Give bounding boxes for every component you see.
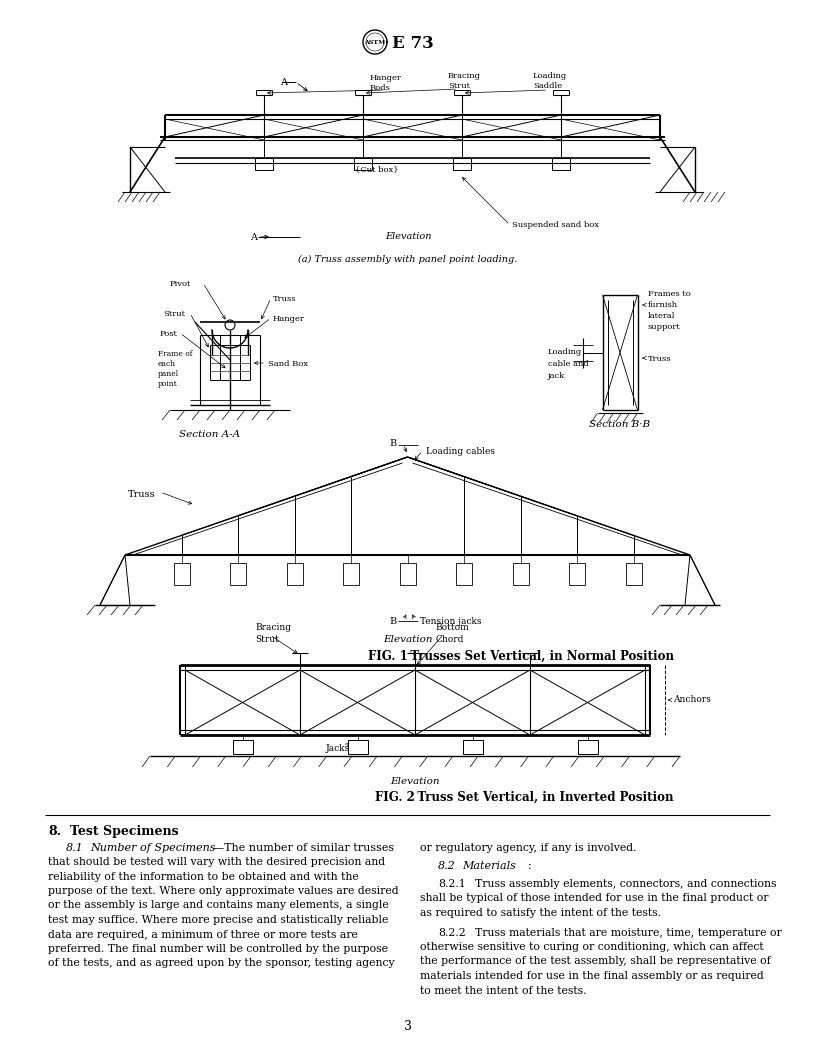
Text: Chord: Chord xyxy=(435,635,463,644)
Text: Strut: Strut xyxy=(448,82,470,90)
Text: 3: 3 xyxy=(404,1020,412,1033)
Text: test may suffice. Where more precise and statistically reliable: test may suffice. Where more precise and… xyxy=(48,914,388,925)
Text: Strut: Strut xyxy=(255,635,279,644)
Bar xyxy=(626,563,641,585)
Bar xyxy=(230,563,246,585)
Text: to meet the intent of the tests.: to meet the intent of the tests. xyxy=(420,985,587,996)
Text: (a) Truss assembly with panel point loading.: (a) Truss assembly with panel point load… xyxy=(299,254,517,264)
Bar xyxy=(286,563,303,585)
Text: point: point xyxy=(158,380,178,388)
Text: Truss: Truss xyxy=(648,355,671,363)
Bar xyxy=(578,740,597,754)
Text: lateral: lateral xyxy=(648,312,675,320)
Text: otherwise sensitive to curing or conditioning, which can affect: otherwise sensitive to curing or conditi… xyxy=(420,942,764,953)
Text: that should be tested will vary with the desired precision and: that should be tested will vary with the… xyxy=(48,857,385,867)
Text: reliability of the information to be obtained and with the: reliability of the information to be obt… xyxy=(48,871,359,882)
Text: furnish: furnish xyxy=(648,301,677,309)
Text: jack: jack xyxy=(548,372,565,379)
Text: Rods: Rods xyxy=(370,84,391,92)
Text: Truss: Truss xyxy=(273,295,296,303)
Text: Pivot: Pivot xyxy=(170,280,192,288)
Text: or regulatory agency, if any is involved.: or regulatory agency, if any is involved… xyxy=(420,843,636,853)
Text: A: A xyxy=(250,233,257,242)
Text: Loading: Loading xyxy=(548,347,582,356)
Bar xyxy=(552,158,570,170)
Text: Elevation: Elevation xyxy=(385,232,431,241)
Text: FIG. 2: FIG. 2 xyxy=(375,791,415,804)
Text: FIG. 1: FIG. 1 xyxy=(367,650,407,663)
Text: cable and: cable and xyxy=(548,359,588,367)
Text: Truss materials that are moisture, time, temperature or: Truss materials that are moisture, time,… xyxy=(475,928,782,938)
Bar xyxy=(174,563,189,585)
Text: Loading: Loading xyxy=(533,72,567,80)
Text: Trusses Set Vertical, in Normal Position: Trusses Set Vertical, in Normal Position xyxy=(397,650,673,663)
Text: each: each xyxy=(158,360,176,367)
Text: Suspended sand box: Suspended sand box xyxy=(512,221,599,229)
Text: Hanger: Hanger xyxy=(370,74,401,82)
Text: the performance of the test assembly, shall be representative of: the performance of the test assembly, sh… xyxy=(420,957,771,966)
Bar xyxy=(456,563,472,585)
Text: Sand Box: Sand Box xyxy=(268,360,308,367)
Text: :: : xyxy=(528,861,532,871)
Text: Number of Specimens: Number of Specimens xyxy=(90,843,215,853)
Bar xyxy=(354,158,372,170)
Text: A: A xyxy=(280,78,287,87)
Text: data are required, a minimum of three or more tests are: data are required, a minimum of three or… xyxy=(48,929,358,940)
Text: Truss Set Vertical, in Inverted Position: Truss Set Vertical, in Inverted Position xyxy=(405,791,673,804)
Text: Anchors: Anchors xyxy=(673,696,711,704)
Text: ASTM: ASTM xyxy=(365,40,386,45)
Text: 8.1: 8.1 xyxy=(66,843,84,853)
Bar xyxy=(453,158,471,170)
Bar xyxy=(400,563,415,585)
Text: Loading cables: Loading cables xyxy=(425,447,494,456)
Text: Frames to: Frames to xyxy=(648,290,690,298)
Bar xyxy=(343,563,359,585)
Text: 8.2.2: 8.2.2 xyxy=(438,928,466,938)
Text: {Cut box}: {Cut box} xyxy=(355,165,399,173)
Text: panel: panel xyxy=(158,370,180,378)
Text: B: B xyxy=(389,617,397,626)
Text: 8.: 8. xyxy=(48,825,61,838)
Bar xyxy=(348,740,367,754)
Text: Bottom: Bottom xyxy=(435,623,468,631)
Text: as required to satisfy the intent of the tests.: as required to satisfy the intent of the… xyxy=(420,907,661,918)
Text: —The number of similar trusses: —The number of similar trusses xyxy=(213,843,394,853)
Text: E 73: E 73 xyxy=(392,35,434,52)
Bar xyxy=(463,740,482,754)
Text: Hanger: Hanger xyxy=(273,315,305,323)
Text: of the tests, and as agreed upon by the sponsor, testing agency: of the tests, and as agreed upon by the … xyxy=(48,959,395,968)
Text: 8.2.1: 8.2.1 xyxy=(438,879,466,889)
Text: Section A-A: Section A-A xyxy=(180,430,241,439)
Text: Section B·B: Section B·B xyxy=(589,420,650,429)
Text: Elevation: Elevation xyxy=(390,777,440,786)
Text: Saddle: Saddle xyxy=(533,82,562,90)
Text: purpose of the text. Where only approximate values are desired: purpose of the text. Where only approxim… xyxy=(48,886,399,895)
Text: Frame of: Frame of xyxy=(158,350,193,358)
Text: Materials: Materials xyxy=(462,861,516,871)
Text: preferred. The final number will be controlled by the purpose: preferred. The final number will be cont… xyxy=(48,944,388,954)
Bar xyxy=(233,740,252,754)
Text: or the assembly is large and contains many elements, a single: or the assembly is large and contains ma… xyxy=(48,901,388,910)
Bar xyxy=(255,158,273,170)
Text: Truss: Truss xyxy=(127,490,155,499)
Text: shall be typical of those intended for use in the final product or: shall be typical of those intended for u… xyxy=(420,893,769,903)
Text: Post: Post xyxy=(160,329,178,338)
Text: Elevation: Elevation xyxy=(383,635,432,644)
Text: Strut: Strut xyxy=(163,310,185,318)
Bar xyxy=(512,563,529,585)
Text: Bracing: Bracing xyxy=(255,623,291,631)
Text: Test Specimens: Test Specimens xyxy=(70,825,179,838)
Bar xyxy=(569,563,585,585)
Text: materials intended for use in the final assembly or as required: materials intended for use in the final … xyxy=(420,972,764,981)
Text: 8.2: 8.2 xyxy=(438,861,456,871)
Text: Bracing: Bracing xyxy=(448,72,481,80)
Text: Truss assembly elements, connectors, and connections: Truss assembly elements, connectors, and… xyxy=(475,879,777,889)
Text: support: support xyxy=(648,323,681,331)
Text: B: B xyxy=(389,439,397,448)
Text: Tension jacks: Tension jacks xyxy=(419,617,481,626)
Text: Jacks: Jacks xyxy=(326,744,349,753)
